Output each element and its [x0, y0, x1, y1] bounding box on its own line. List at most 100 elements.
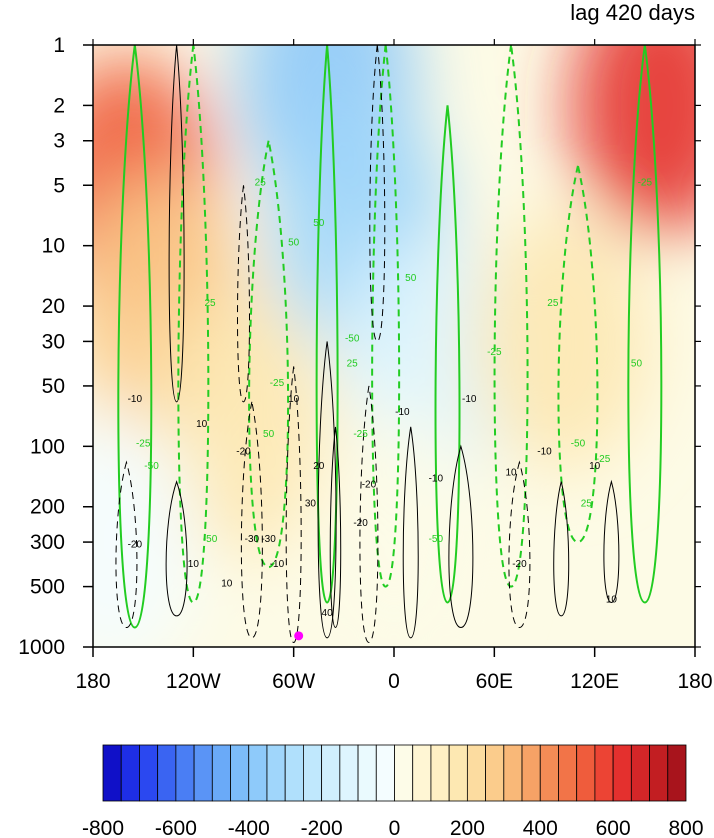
marker-dot — [294, 631, 304, 641]
colorbar-swatch — [448, 744, 468, 802]
green-contour-label: -25 — [136, 438, 151, 449]
green-contour-label: 25 — [547, 298, 559, 309]
green-contour-label: -25 — [596, 454, 611, 465]
colorbar-swatch — [303, 744, 323, 802]
black-contour-label: 10 — [188, 559, 200, 570]
colorbar-swatch — [412, 744, 432, 802]
green-contour-2 — [248, 140, 290, 569]
colorbar-swatch — [630, 744, 650, 802]
black-contour-1 — [165, 480, 188, 617]
x-tick-label: 180 — [75, 670, 110, 693]
colorbar-ticks: -800 -600 -400 -200 0 200 400 600 800 — [82, 817, 704, 838]
green-contour-1 — [177, 45, 210, 604]
black-contour-label: 10 — [505, 468, 517, 479]
black-contour-14 — [369, 45, 386, 342]
black-contour-label: -10 — [429, 474, 444, 485]
colorbar-swatch — [321, 744, 341, 802]
colorbar-swatch — [248, 744, 268, 802]
y-tick-label: 1000 — [18, 636, 65, 659]
green-contour-label: 25 — [255, 177, 267, 188]
black-contour-9 — [508, 460, 531, 629]
colorbar-swatch — [230, 744, 250, 802]
colorbar-tick-label: 200 — [450, 817, 485, 838]
green-contour-label: -25 — [353, 429, 368, 440]
y-tick-label: 20 — [42, 295, 65, 318]
colorbar-swatch — [594, 744, 614, 802]
y-tick-label: 300 — [30, 531, 65, 554]
black-contour-label: -30 — [261, 534, 276, 545]
y-tick-label: 500 — [30, 576, 65, 599]
colorbar-swatch — [175, 744, 195, 802]
colorbar-swatch — [102, 744, 122, 802]
black-contour-label: -10 — [270, 559, 285, 570]
green-contour-label: -50 — [144, 461, 159, 472]
black-contour-label: -20 — [236, 447, 251, 458]
y-tick-label: 5 — [53, 174, 65, 197]
green-contour-5 — [434, 105, 461, 604]
colorbar — [102, 744, 687, 802]
black-contour-label: 10 — [288, 394, 300, 405]
x-axis: 180 120W 60W 0 60E 120E 180 — [75, 39, 713, 693]
green-contour-label: 25 — [347, 358, 359, 369]
green-contour-8 — [627, 45, 663, 604]
black-contour-label: -10 — [462, 394, 477, 405]
green-contour-label: -50 — [203, 534, 218, 545]
black-contour-label: -20 — [353, 518, 368, 529]
green-contour-6 — [493, 45, 529, 588]
black-contour-label: 10 — [606, 594, 618, 605]
colorbar-tick-label: 800 — [668, 817, 703, 838]
black-contour-0 — [115, 460, 138, 629]
colorbar-swatch — [466, 744, 486, 802]
colorbar-swatch — [120, 744, 140, 802]
green-contour-0 — [117, 45, 153, 629]
black-contour-6 — [359, 385, 379, 644]
green-contour-label: 50 — [405, 273, 417, 284]
chart-title: lag 420 days — [570, 0, 695, 25]
x-tick-label: 0 — [388, 670, 400, 693]
black-contour-label: -20 — [128, 540, 143, 551]
x-tick-label: 60E — [476, 670, 513, 693]
green-contour-label: 50 — [631, 358, 643, 369]
black-contour-label: 10 — [221, 579, 233, 590]
colorbar-swatch — [649, 744, 669, 802]
colorbar-swatch — [576, 744, 596, 802]
colorbar-tick-label: 600 — [596, 817, 631, 838]
colorbar-swatch — [612, 744, 632, 802]
y-axis: 1 2 3 5 10 20 30 50 100 200 300 500 1000 — [18, 34, 701, 659]
black-contour-label: -10 — [395, 407, 410, 418]
colorbar-swatch — [539, 744, 559, 802]
colorbar-tick-label: -800 — [82, 817, 124, 838]
colorbar-swatch — [266, 744, 286, 802]
black-contour-label: -10 — [128, 394, 143, 405]
black-contour-label: 40 — [322, 608, 334, 619]
black-contour-4 — [317, 341, 337, 639]
colorbar-tick-label: 400 — [523, 817, 558, 838]
marker-point — [294, 631, 304, 641]
y-tick-label: 30 — [42, 330, 65, 353]
black-contour-8 — [448, 444, 474, 629]
colorbar-swatch — [193, 744, 213, 802]
colorbar-swatch — [284, 744, 304, 802]
x-tick-label: 120W — [166, 670, 221, 693]
x-tick-label: 60W — [272, 670, 315, 693]
x-tick-label: 120E — [570, 670, 619, 693]
green-contour-4 — [371, 45, 401, 588]
green-contour-3 — [315, 45, 339, 604]
colorbar-swatch — [211, 744, 231, 802]
green-contour-label: -50 — [345, 333, 360, 344]
colorbar-swatch — [521, 744, 541, 802]
colorbar-tick-label: -200 — [301, 817, 343, 838]
y-tick-label: 3 — [53, 130, 65, 153]
colorbar-swatch — [503, 744, 523, 802]
black-contour-label: -20 — [362, 479, 377, 490]
black-contour-12 — [168, 45, 185, 403]
field-blob-6 — [471, 211, 652, 472]
colorbar-swatch — [558, 744, 578, 802]
y-tick-label: 1 — [53, 34, 65, 57]
y-tick-label: 100 — [30, 435, 65, 458]
colorbar-tick-label: 0 — [389, 817, 401, 838]
black-contour-11 — [603, 479, 620, 603]
shaded-field — [93, 45, 695, 647]
colorbar-swatch — [430, 744, 450, 802]
